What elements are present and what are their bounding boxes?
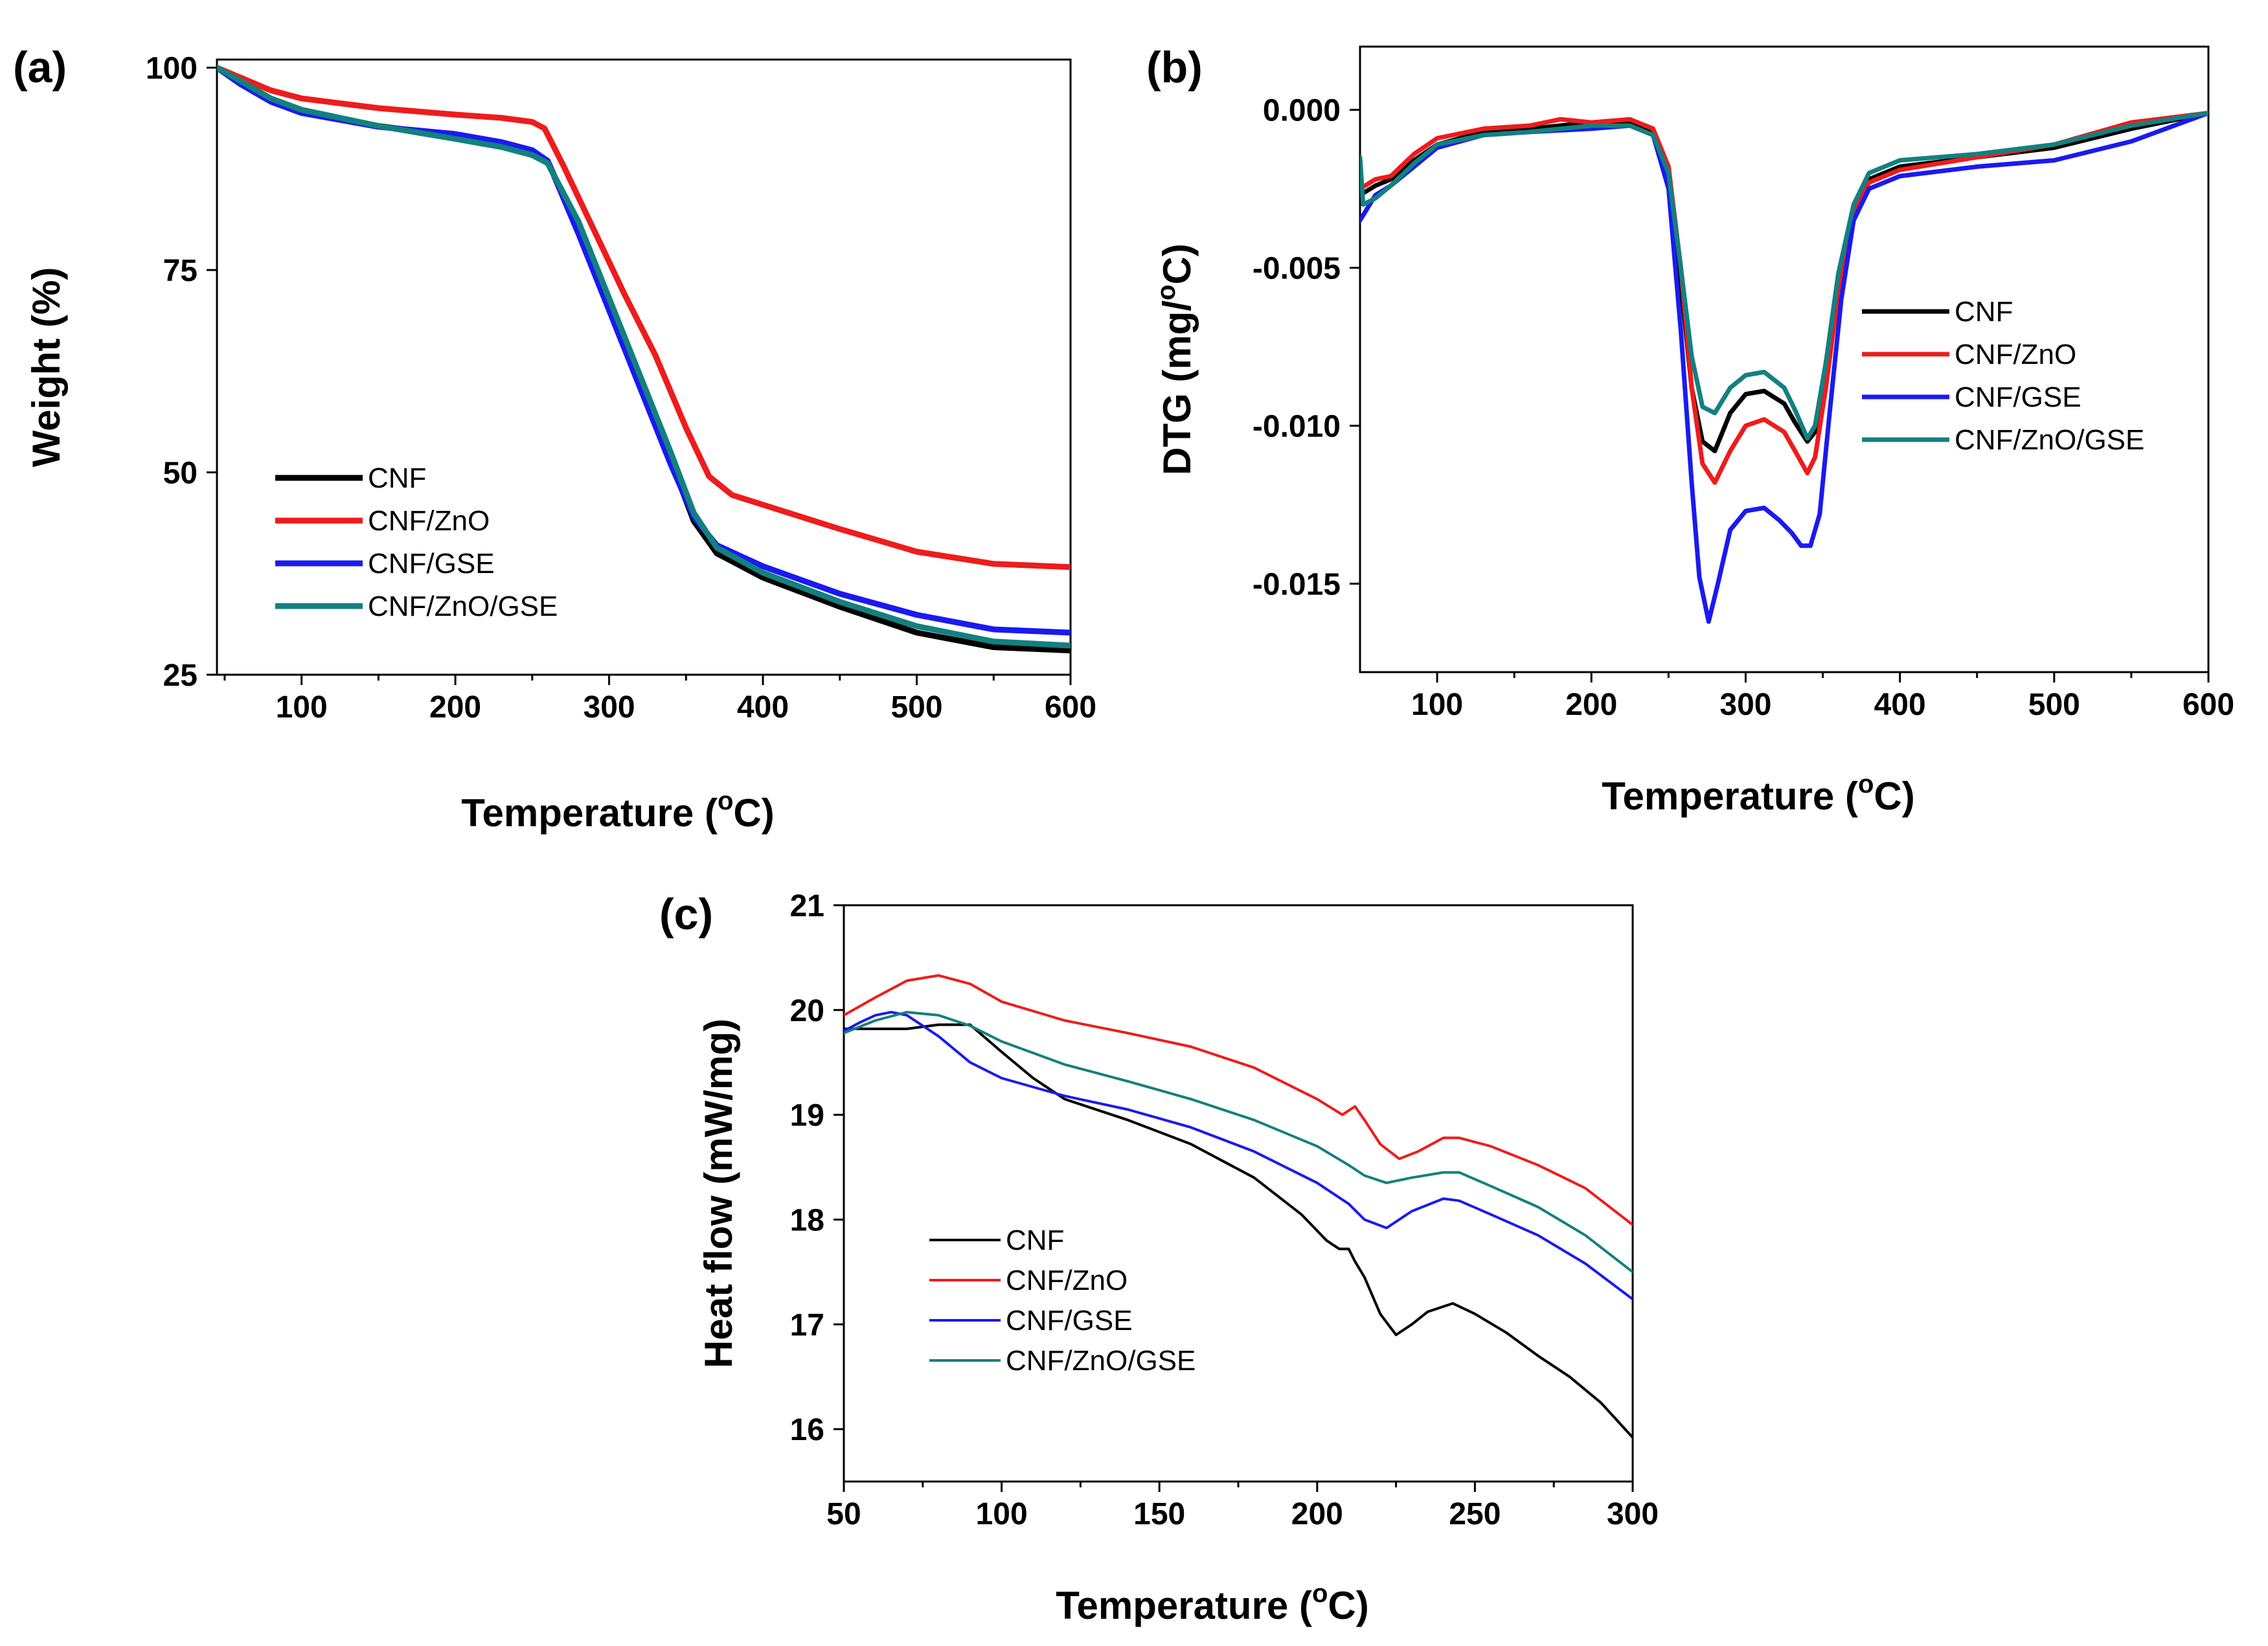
series-line-cnf	[844, 1023, 1633, 1439]
y-axis-title-a: Weight (%)	[25, 267, 68, 468]
x-axis-unit: C)	[1874, 774, 1914, 818]
x-tick-label: 400	[737, 690, 789, 725]
y-axis-unit: C)	[1155, 243, 1199, 284]
legend-label: CNF/ZnO/GSE	[1006, 1345, 1196, 1377]
x-axis-title-text: Temperature (	[461, 791, 718, 835]
series-line-cnf-zno	[844, 974, 1633, 1226]
y-tick-label: 25	[163, 659, 198, 693]
y-tick-label: 75	[163, 254, 198, 288]
x-tick-label: 100	[1411, 688, 1463, 722]
x-tick-label: 250	[1449, 1497, 1501, 1531]
y-tick-label: 19	[790, 1099, 824, 1133]
plot-frame-c	[843, 904, 1634, 1483]
panel-label-b: (b)	[1146, 43, 1203, 92]
y-tick-label: 16	[790, 1413, 824, 1447]
legend-label: CNF/ZnO	[1955, 339, 2076, 370]
x-tick-label: 600	[2183, 688, 2234, 722]
plot-frame-a	[216, 58, 1072, 676]
legend-label: CNF	[368, 462, 426, 494]
y-tick-label: 50	[163, 457, 198, 491]
y-axis-title-c: Heat flow (mW/mg)	[697, 1019, 740, 1368]
series-line-cnf-zno-gse	[217, 65, 1071, 649]
x-axis-unit: C)	[1328, 1584, 1368, 1627]
x-tick-label: 400	[1874, 688, 1926, 722]
x-tick-label: 100	[976, 1497, 1028, 1531]
y-tick-label: 20	[790, 994, 824, 1028]
series-line-cnf-zno	[217, 65, 1071, 570]
panel-label-a: (a)	[13, 43, 67, 92]
y-tick-label: -0.010	[1253, 409, 1341, 444]
panel-a: (a) 100 200 300 400 500 600 25 50 75 100 Temperatur…	[13, 43, 1096, 835]
x-axis-degree: o	[1312, 1579, 1328, 1608]
x-tick-label: 150	[1133, 1497, 1185, 1531]
panel-label-c: (c)	[659, 890, 713, 939]
x-tick-label: 200	[429, 690, 481, 725]
y-tick-label: 21	[790, 889, 824, 923]
y-tick-label: -0.005	[1253, 252, 1341, 286]
plot-frame-b	[1359, 45, 2210, 673]
series-line-cnf-zno-gse	[844, 1011, 1633, 1274]
legend-label: CNF/ZnO	[1006, 1265, 1128, 1296]
x-axis-title-b: Temperature (oC)	[1602, 770, 1914, 818]
series-line-cnf-gse	[1360, 111, 2208, 624]
legend-label: CNF	[1955, 296, 2013, 328]
x-tick-label: 500	[2028, 688, 2080, 722]
y-axis-title-b: DTG (mg/oC)	[1152, 243, 1199, 475]
series-line-cnf	[1360, 111, 2208, 453]
x-axis-title-text: Temperature (	[1056, 1584, 1312, 1627]
x-axis-degree: o	[1858, 770, 1874, 798]
x-tick-label: 100	[276, 690, 328, 725]
x-axis-unit: C)	[733, 791, 774, 835]
panel-b: (b) 100 200 300 400 500 600 0.000 -0.005 -0.010 -0…	[1146, 43, 2234, 818]
y-tick-label: 18	[790, 1203, 824, 1237]
x-tick-label: 300	[1719, 688, 1771, 722]
y-axis-title-text: Weight (%)	[25, 267, 68, 468]
x-axis-title-a: Temperature (oC)	[461, 787, 774, 835]
series-line-cnf-zno-gse	[1360, 111, 2208, 441]
legend-label: CNF/GSE	[368, 548, 495, 580]
x-tick-label: 500	[890, 690, 942, 725]
x-axis-degree: o	[718, 787, 733, 815]
y-tick-label: 0.000	[1263, 94, 1341, 128]
legend-label: CNF/ZnO/GSE	[368, 591, 558, 622]
y-tick-label: -0.015	[1253, 567, 1341, 602]
y-tick-label: 100	[146, 52, 198, 86]
legend-label: CNF/ZnO/GSE	[1955, 424, 2144, 456]
x-axis-title-text: Temperature (	[1602, 774, 1858, 818]
x-tick-label: 200	[1291, 1497, 1343, 1531]
legend-label: CNF/ZnO	[368, 505, 490, 537]
series-line-cnf-gse	[217, 65, 1071, 636]
x-axis-title-c: Temperature (oC)	[1056, 1579, 1368, 1627]
y-axis-title-text: DTG (mg/	[1155, 300, 1199, 475]
x-tick-label: 200	[1565, 688, 1617, 722]
x-tick-label: 50	[826, 1497, 861, 1531]
legend-label: CNF	[1006, 1224, 1064, 1256]
x-tick-label: 300	[1607, 1497, 1659, 1531]
series-line-cnf-zno	[1360, 111, 2208, 485]
x-tick-label: 600	[1045, 690, 1096, 725]
panel-c: (c) 50 100 150 200 250 300 16 17 18 19 20 21 Temperat…	[659, 889, 1659, 1627]
legend-label: CNF/GSE	[1955, 381, 2081, 413]
x-tick-label: 300	[584, 690, 635, 725]
y-tick-label: 17	[790, 1308, 824, 1342]
y-axis-title-text: Heat flow (mW/mg)	[697, 1019, 740, 1368]
legend-label: CNF/GSE	[1006, 1305, 1133, 1336]
y-axis-degree: o	[1152, 284, 1181, 300]
